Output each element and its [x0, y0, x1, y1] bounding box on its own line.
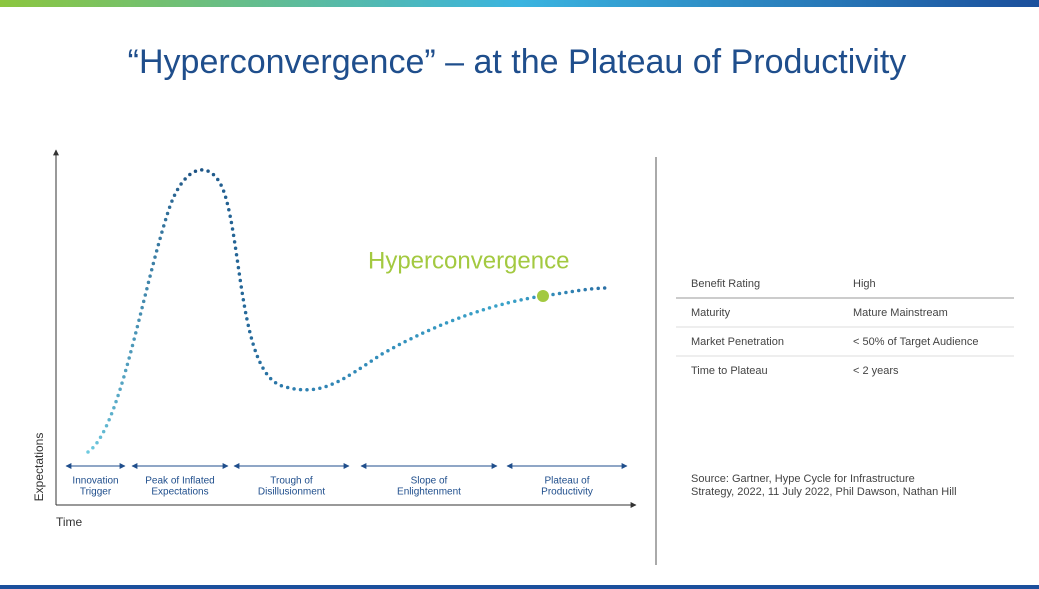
- phase-label: Productivity: [541, 487, 593, 498]
- phase-label: Trigger: [80, 487, 112, 498]
- position-marker: [537, 290, 549, 302]
- top-bar: [0, 0, 1039, 7]
- phase-label: Enlightenment: [397, 487, 461, 498]
- x-axis-label: Time: [56, 515, 83, 529]
- phase-label: Peak of Inflated: [145, 476, 215, 487]
- phase-label: Plateau of: [544, 476, 589, 487]
- table-cell: Mature Mainstream: [853, 307, 948, 319]
- table-cell: Time to Plateau: [691, 365, 768, 377]
- source-text: Source: Gartner, Hype Cycle for Infrastr…: [691, 473, 915, 485]
- phase-label: Slope of: [411, 476, 448, 487]
- bottom-bar: [0, 585, 1039, 589]
- phase-label: Innovation: [72, 476, 118, 487]
- table-cell: Maturity: [691, 307, 731, 319]
- table-cell: High: [853, 278, 876, 290]
- phase-label: Trough of: [270, 476, 313, 487]
- table-cell: < 50% of Target Audience: [853, 336, 978, 348]
- y-axis-label: Expectations: [32, 433, 46, 502]
- table-cell: < 2 years: [853, 365, 899, 377]
- hype-curve: [86, 168, 610, 454]
- phase-label: Disillusionment: [258, 487, 325, 498]
- phase-label: Expectations: [151, 487, 208, 498]
- table-cell: Market Penetration: [691, 336, 784, 348]
- highlight-label: Hyperconvergence: [368, 247, 569, 274]
- table-cell: Benefit Rating: [691, 278, 760, 290]
- source-text: Strategy, 2022, 11 July 2022, Phil Dawso…: [691, 486, 957, 498]
- slide-title: “Hyperconvergence” – at the Plateau of P…: [128, 43, 907, 81]
